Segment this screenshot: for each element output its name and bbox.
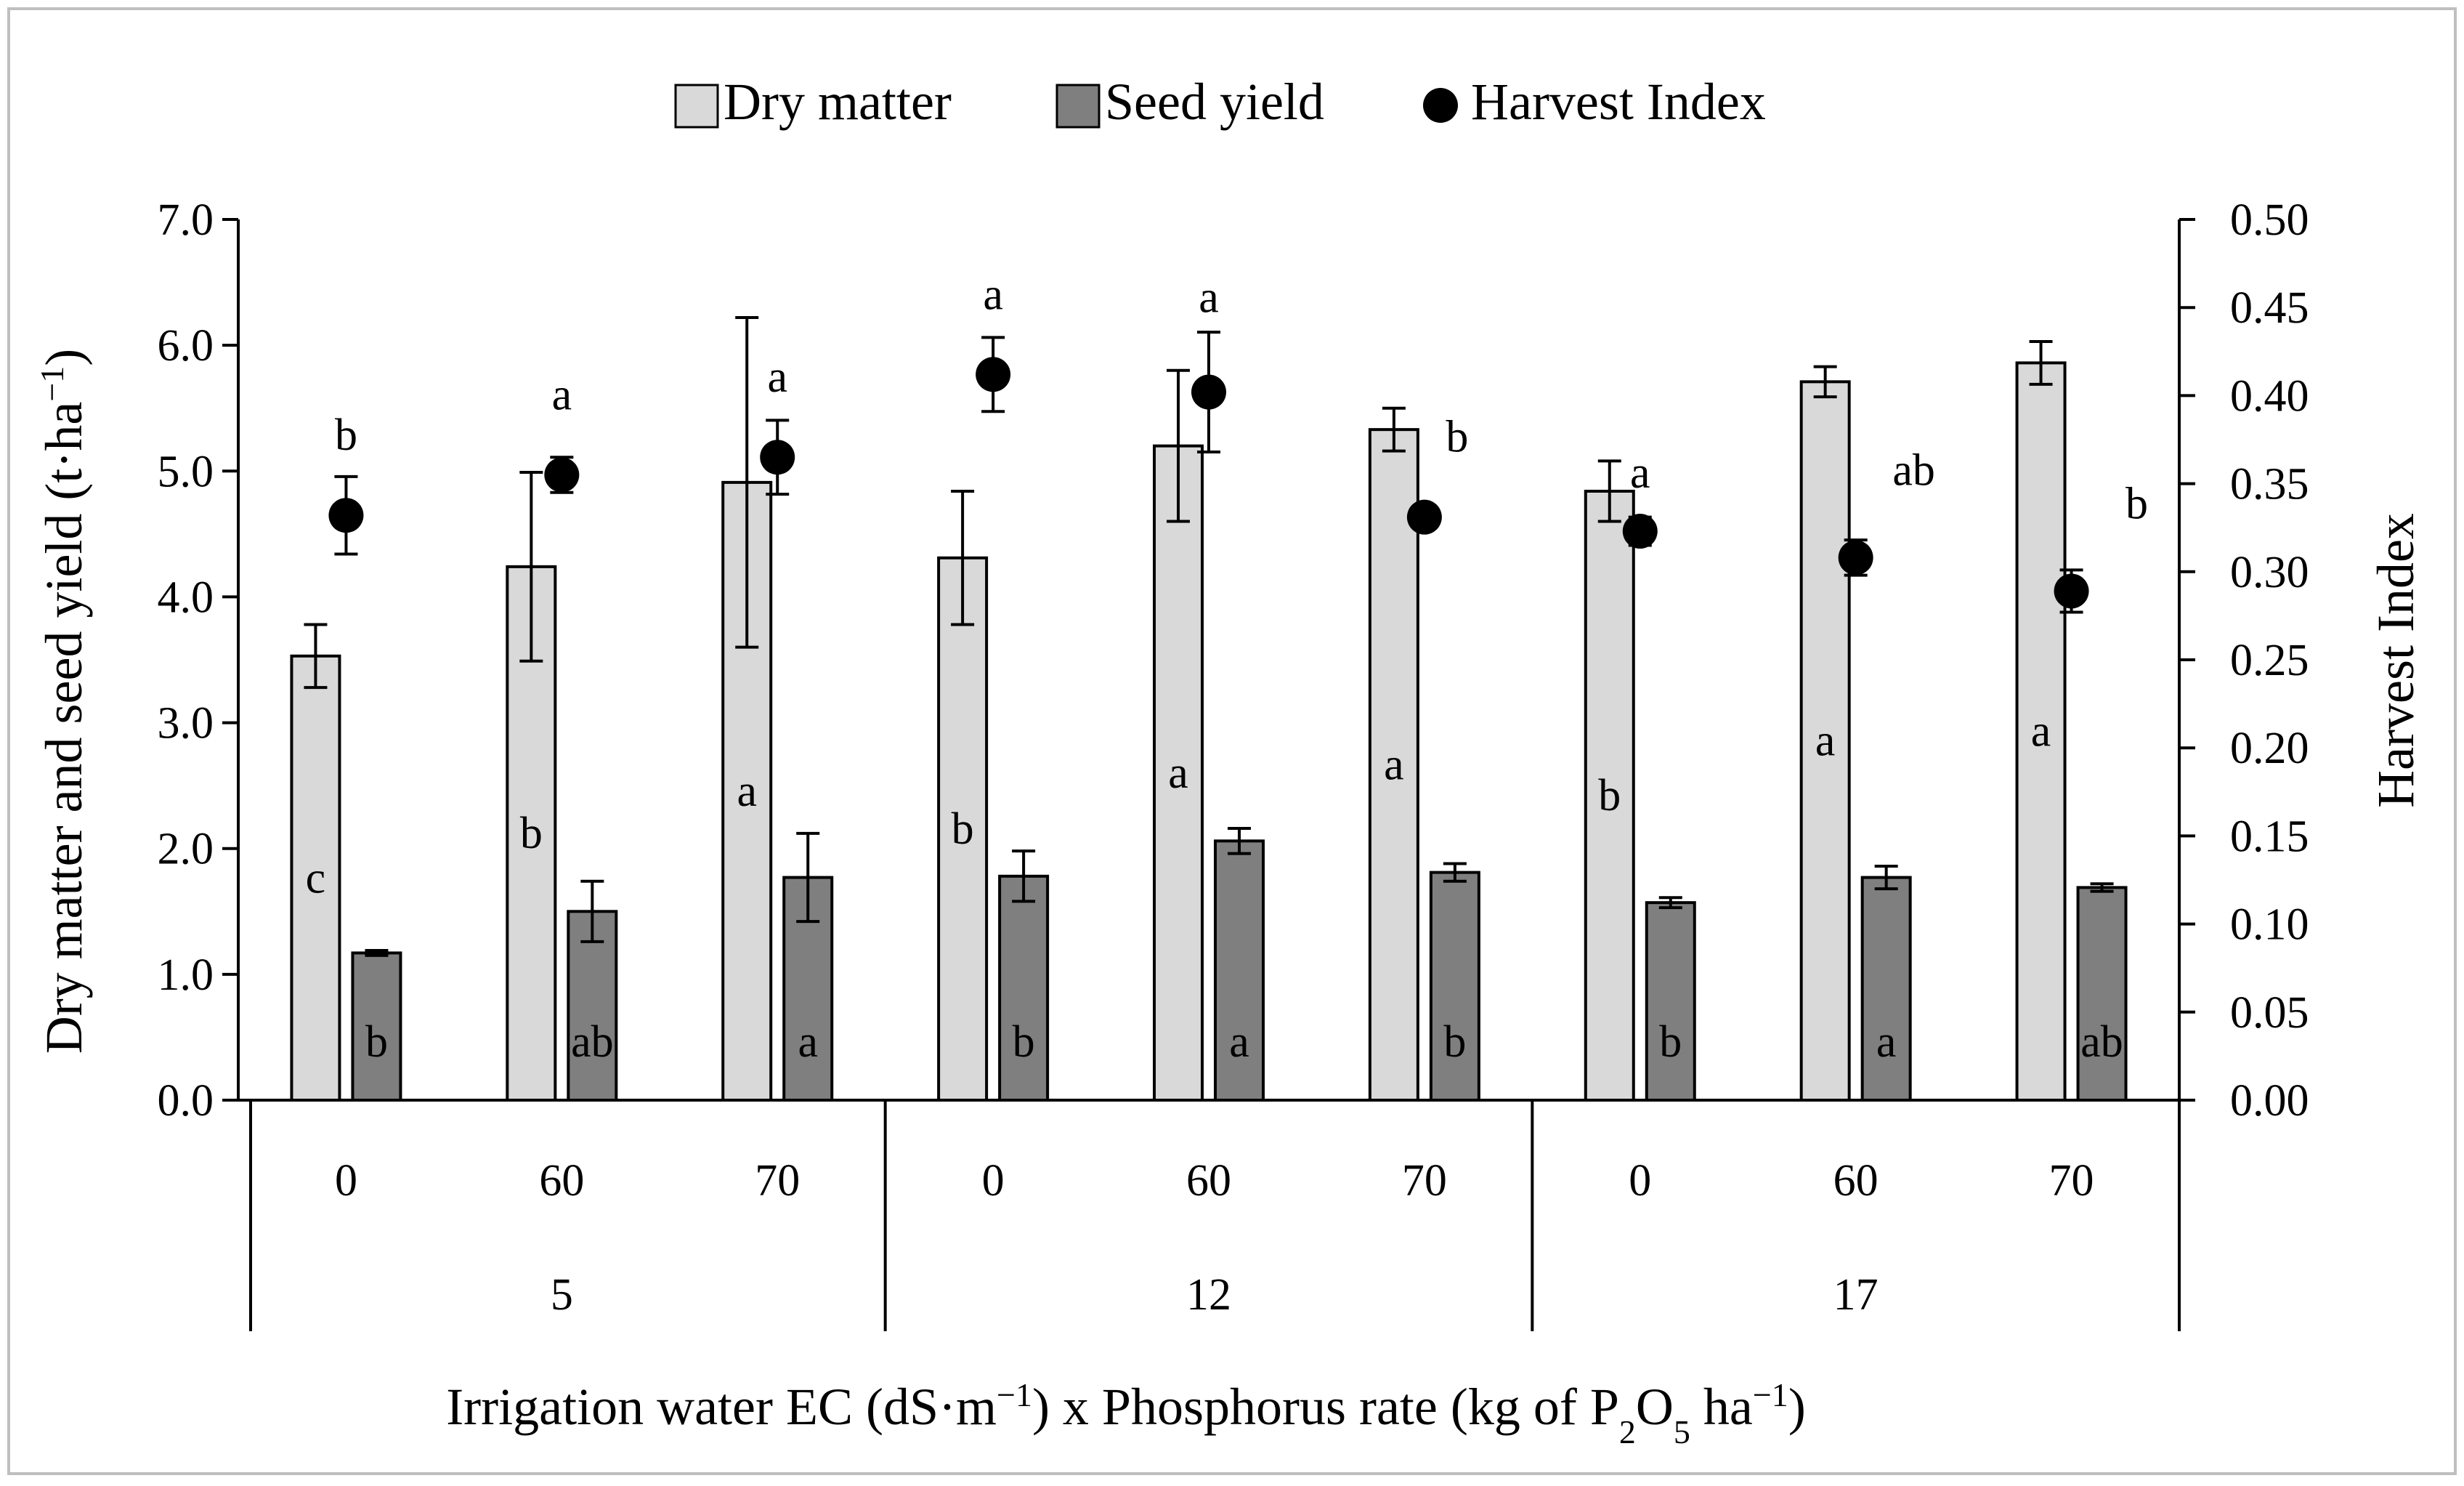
y-right-tick-label: 0.40	[2230, 371, 2309, 421]
x-category-label: 70	[1402, 1156, 1447, 1206]
x-group-label: 17	[1833, 1270, 1879, 1320]
seed-yield-letter: a	[798, 1017, 818, 1067]
plot-area: 0.0 1.0 2.0 3.0 4.0 5.0 6.0 7.0 0.00 0.05 0.10 0.15…	[158, 195, 2309, 1331]
harvest-index-point	[1191, 374, 1226, 410]
seed-yield-letter: b	[1013, 1017, 1035, 1067]
y-right-tick-label: 0.05	[2230, 988, 2309, 1038]
legend-seed-yield-swatch	[1055, 84, 1101, 129]
x-category-label: 60	[1186, 1156, 1231, 1206]
dry-matter-letter: a	[2031, 707, 2051, 756]
seed-yield-bar	[1645, 901, 1696, 1102]
x-axis-title: Irrigation water EC (dS·m−1) x Phosphoru…	[446, 1376, 1806, 1450]
harvest-index-letter: a	[1630, 448, 1650, 498]
y-left-tick-label: 3.0	[158, 699, 214, 748]
x-category-label: 70	[2049, 1156, 2094, 1206]
dry-matter-bar	[2015, 361, 2067, 1102]
harvest-index-letter: a	[983, 270, 1003, 319]
dry-matter-letter: a	[737, 767, 757, 816]
dry-matter-letter: b	[952, 804, 974, 854]
seed-yield-letter: b	[1659, 1017, 1682, 1067]
harvest-index-point	[1622, 514, 1658, 549]
x-category-label: 0	[982, 1156, 1005, 1206]
y-right-tick-label: 0.50	[2230, 195, 2309, 245]
y-right-tick-label: 0.00	[2230, 1076, 2309, 1126]
x-category-label: 0	[1629, 1156, 1651, 1206]
harvest-index-point	[760, 440, 795, 475]
legend: Dry matter Seed yield Harvest Index	[674, 73, 1766, 131]
y-right-tick-label: 0.30	[2230, 548, 2309, 597]
seed-yield-bar	[1860, 876, 1912, 1102]
harvest-index-point	[1838, 540, 1873, 576]
y-left-tick-label: 6.0	[158, 321, 214, 371]
dry-matter-letter: a	[1168, 748, 1188, 798]
harvest-index-letter: b	[335, 411, 357, 460]
y-left-tick-label: 5.0	[158, 447, 214, 496]
seed-yield-letter: a	[1229, 1017, 1249, 1067]
harvest-index-point	[1406, 499, 1442, 535]
harvest-index-letter: a	[1199, 273, 1219, 323]
seed-yield-bar	[1429, 871, 1480, 1102]
y-left-axis-title: Dry matter and seed yield (t·ha−1)	[33, 349, 94, 1054]
y-right-tick-label: 0.45	[2230, 283, 2309, 333]
legend-harvest-index-label: Harvest Index	[1471, 73, 1766, 131]
legend-harvest-index-marker	[1423, 88, 1458, 123]
y-right-tick-label: 0.20	[2230, 724, 2309, 773]
x-group-label: 5	[551, 1270, 573, 1320]
x-category-label: 70	[755, 1156, 800, 1206]
harvest-index-point	[976, 357, 1011, 392]
harvest-index-point	[544, 457, 580, 493]
x-category-label: 60	[1833, 1156, 1879, 1206]
legend-seed-yield-label: Seed yield	[1105, 73, 1324, 131]
dry-matter-bar	[290, 654, 341, 1102]
dry-matter-letter: a	[1815, 716, 1836, 766]
y-left-tick-label: 1.0	[158, 950, 214, 1000]
y-right-tick-label: 0.35	[2230, 460, 2309, 509]
harvest-index-letter: b	[1446, 413, 1468, 462]
y-right-axis-title: Harvest Index	[2367, 513, 2425, 808]
seed-yield-bar	[1214, 839, 1265, 1102]
harvest-index-point	[328, 498, 364, 533]
dry-matter-letter: b	[1598, 771, 1621, 820]
x-category-label: 60	[539, 1156, 584, 1206]
harvest-index-letter: b	[2125, 479, 2148, 528]
dry-matter-letter: a	[1384, 740, 1404, 790]
seed-yield-letter: ab	[571, 1017, 614, 1067]
dry-matter-letter: c	[306, 853, 326, 902]
seed-yield-letter: ab	[2080, 1017, 2123, 1067]
seed-yield-letter: b	[365, 1017, 388, 1067]
y-right-tick-label: 0.15	[2230, 812, 2309, 861]
x-group-label: 12	[1186, 1270, 1231, 1320]
chart-border	[7, 7, 2457, 1475]
y-left-tick-label: 2.0	[158, 825, 214, 874]
y-right-tick-label: 0.10	[2230, 900, 2309, 950]
harvest-index-letter: a	[767, 352, 787, 402]
y-left-tick-label: 0.0	[158, 1076, 214, 1126]
dry-matter-bar	[1368, 428, 1419, 1102]
legend-dry-matter-swatch	[674, 84, 719, 129]
seed-yield-letter: b	[1443, 1017, 1466, 1067]
dry-matter-bar	[1584, 489, 1635, 1102]
dry-matter-bar	[937, 556, 989, 1102]
seed-yield-bar	[2076, 886, 2128, 1102]
harvest-index-point	[2054, 573, 2089, 609]
legend-dry-matter-label: Dry matter	[724, 73, 952, 131]
harvest-index-letter: a	[552, 370, 572, 419]
seed-yield-letter: a	[1876, 1017, 1897, 1067]
y-left-tick-label: 4.0	[158, 573, 214, 622]
dry-matter-letter: b	[520, 809, 543, 858]
x-category-label: 0	[335, 1156, 357, 1206]
harvest-index-letter: ab	[1892, 445, 1935, 495]
y-left-tick-label: 7.0	[158, 195, 214, 245]
y-right-tick-label: 0.25	[2230, 636, 2309, 685]
